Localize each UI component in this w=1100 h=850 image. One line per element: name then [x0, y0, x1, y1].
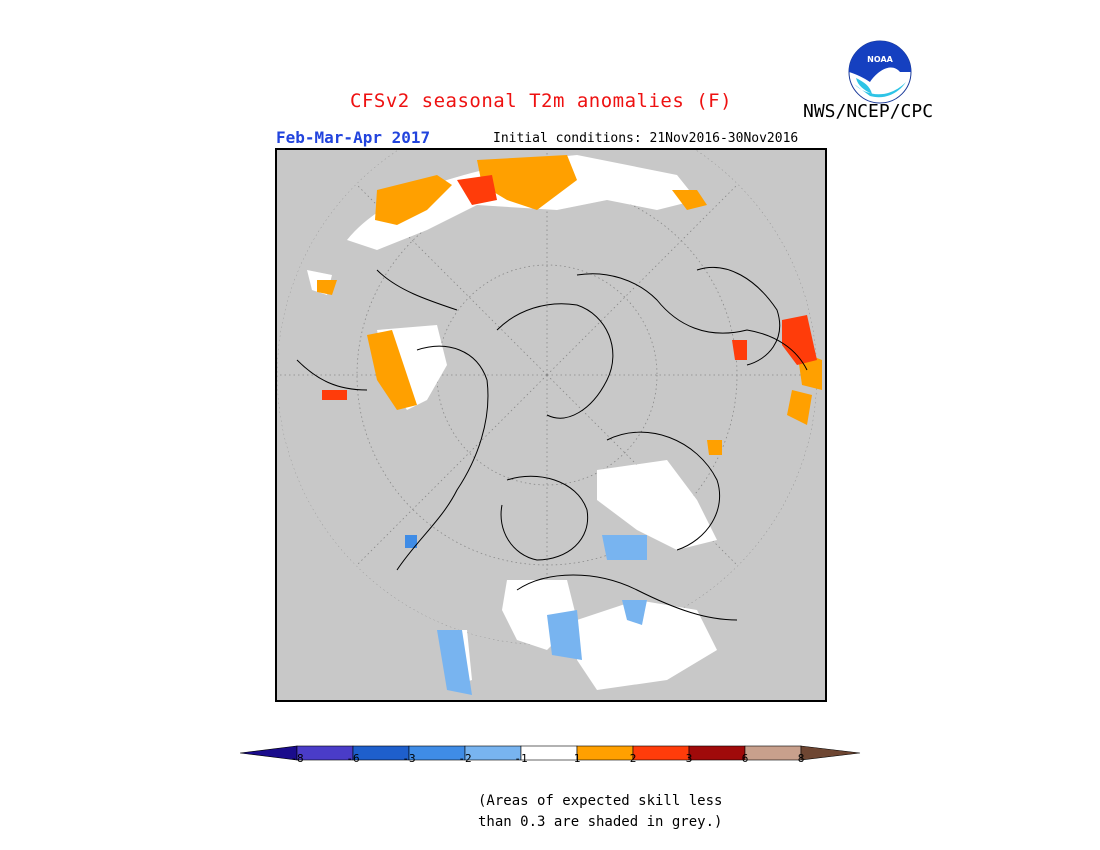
season-label: Feb-Mar-Apr 2017 [276, 128, 431, 147]
colorbar-tick-label: 1 [573, 752, 581, 765]
colorbar-bin [632, 745, 690, 761]
colorbar-bin [296, 745, 354, 761]
polar-map [275, 148, 827, 702]
anomaly-above-1 [707, 440, 722, 455]
anomaly-above-1 [317, 280, 337, 295]
meridian [356, 374, 548, 566]
corner-fill [277, 150, 825, 700]
anomaly-below-1 [602, 535, 647, 560]
colorbar-tick-label: -6 [346, 752, 360, 765]
colorbar-bin [464, 745, 522, 761]
anomaly-below-2 [405, 535, 417, 548]
colorbar-bin [520, 745, 578, 761]
anomaly-above-2 [782, 315, 817, 365]
chart-title: CFSv2 seasonal T2m anomalies (F) [350, 90, 733, 112]
anomaly-below-1 [622, 600, 647, 625]
colorbar-bin [352, 745, 410, 761]
anomaly-below-1 [547, 610, 582, 660]
coastlines [296, 266, 808, 621]
colorbar-bin [688, 745, 746, 761]
anomaly-near-normal [597, 460, 717, 550]
initial-conditions-label: Initial conditions: 21Nov2016-30Nov2016 [493, 131, 799, 146]
meridian [546, 184, 738, 376]
anomaly-below-1 [437, 630, 472, 695]
agency-label: NWS/NCEP/CPC [803, 101, 934, 122]
anomaly-above-1 [787, 390, 812, 425]
latitude-circle-75 [436, 264, 658, 486]
colorbar-arrow-low [240, 745, 298, 761]
footnote-line: than 0.3 are shaded in grey.) [478, 814, 723, 830]
colorbar-tick-label: -8 [290, 752, 304, 765]
noaa-logo: NOAA [848, 40, 912, 104]
colorbar-tick-label: 3 [685, 752, 693, 765]
anomaly-above-1 [375, 175, 452, 225]
colorbar [240, 745, 861, 761]
colorbar-tick-label: 6 [741, 752, 749, 765]
anomaly-above-1 [672, 190, 707, 210]
colorbar-arrow-high [800, 745, 861, 761]
colorbar-tick-label: -2 [458, 752, 472, 765]
colorbar-tick-label: -3 [402, 752, 416, 765]
logo-text: NOAA [867, 55, 893, 64]
anomaly-above-1 [367, 330, 417, 410]
colorbar-tick-label: -1 [514, 752, 528, 765]
skill-footnote: (Areas of expected skill less than 0.3 a… [478, 791, 722, 833]
footnote-line: (Areas of expected skill less [478, 793, 723, 809]
anomaly-above-2 [322, 390, 347, 400]
anomaly-near-normal [577, 600, 717, 690]
colorbar-bin [576, 745, 634, 761]
map-canvas [277, 150, 825, 700]
colorbar-bin [408, 745, 466, 761]
colorbar-bin [744, 745, 802, 761]
colorbar-tick-label: 2 [629, 752, 637, 765]
anomaly-above-1 [477, 155, 577, 210]
colorbar-tick-label: 8 [797, 752, 805, 765]
anomaly-above-2 [732, 340, 747, 360]
anomaly-above-2 [457, 175, 497, 205]
